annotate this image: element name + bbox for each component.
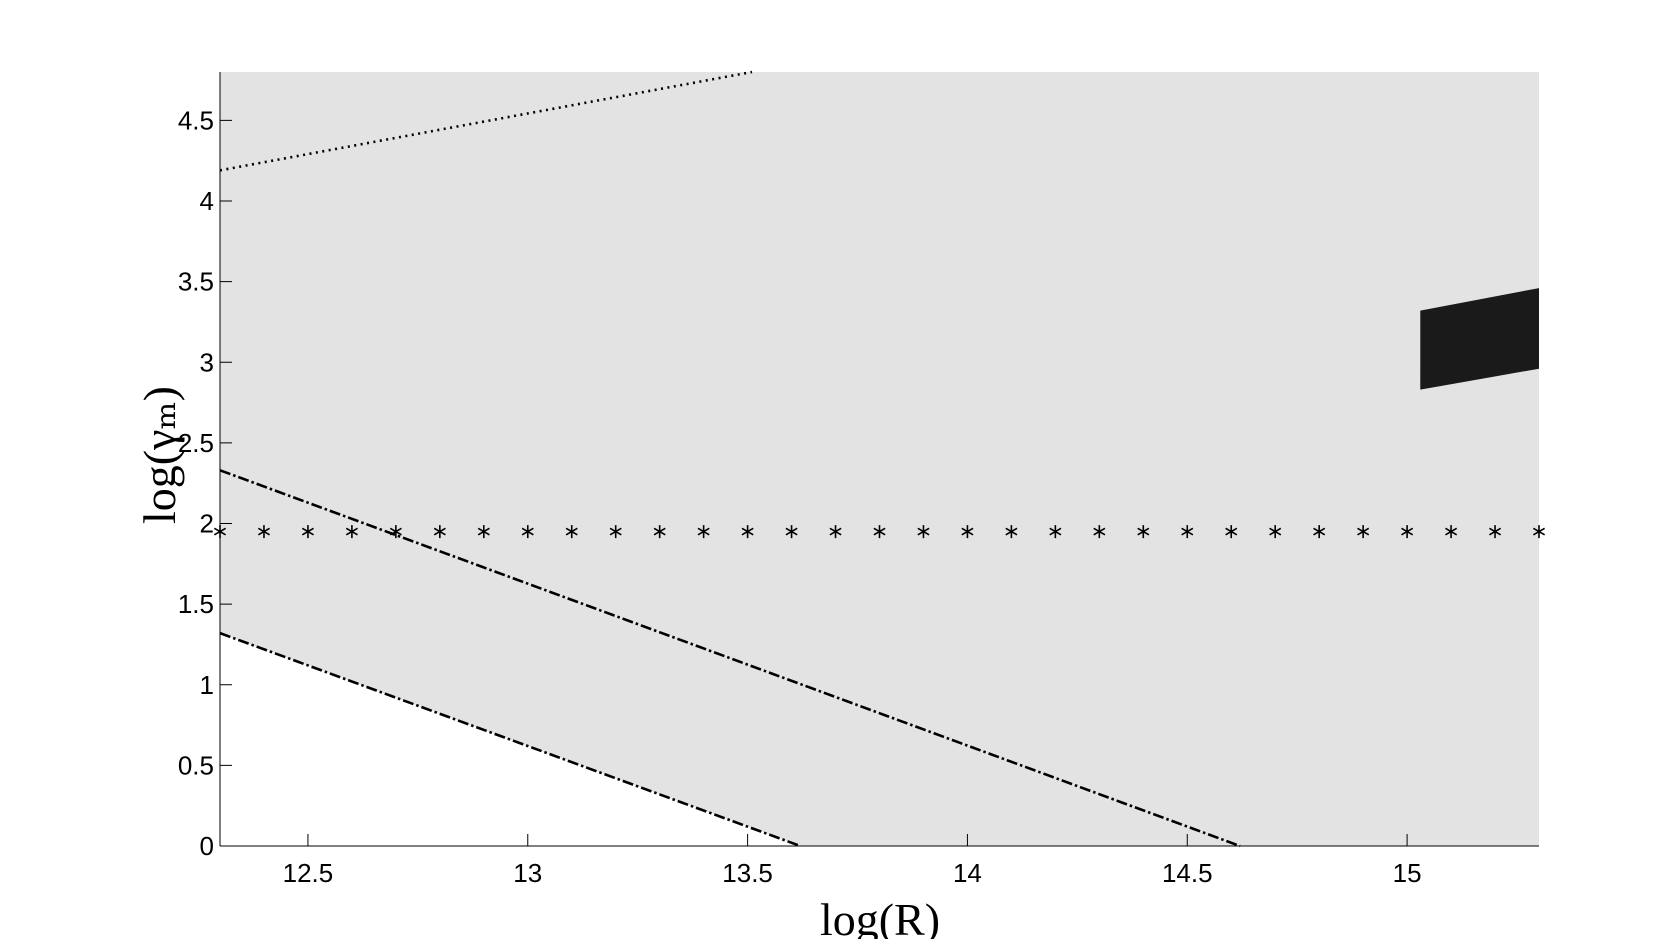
y-tick-label: 0.5: [178, 750, 214, 780]
star-marker: [389, 525, 402, 539]
region: [220, 72, 1539, 846]
x-axis-label: log(R): [820, 894, 940, 939]
star-marker: [477, 525, 490, 539]
star-marker: [697, 525, 710, 539]
y-axis-label: log(γₘ): [134, 386, 185, 524]
star-marker: [653, 525, 666, 539]
star-marker: [1225, 525, 1238, 539]
star-marker: [917, 525, 930, 539]
star-marker: [1269, 525, 1282, 539]
star-marker: [345, 525, 358, 539]
y-tick-label: 3.5: [178, 267, 214, 297]
star-marker: [301, 525, 314, 539]
star-marker: [1181, 525, 1194, 539]
star-marker: [1005, 525, 1018, 539]
star-marker: [1357, 525, 1370, 539]
star-marker: [565, 525, 578, 539]
star-marker: [1532, 525, 1546, 539]
star-marker: [1093, 525, 1106, 539]
star-marker: [1401, 525, 1414, 539]
y-tick-label: 4.5: [178, 105, 214, 135]
x-tick-label: 14: [953, 858, 982, 888]
line: [219, 631, 801, 848]
star-marker: [433, 525, 446, 539]
line: [219, 469, 1241, 848]
x-tick-label: 14.5: [1162, 858, 1213, 888]
star-marker: [741, 525, 754, 539]
star-marker: [609, 525, 622, 539]
y-tick-label: 3: [200, 347, 214, 377]
star-marker: [1313, 525, 1326, 539]
y-tick-label: 1: [200, 670, 214, 700]
star-marker: [1445, 525, 1458, 539]
y-tick-label: 2.5: [178, 428, 214, 458]
star-marker: [1489, 525, 1502, 539]
star-marker: [1137, 525, 1150, 539]
star-marker: [1049, 525, 1062, 539]
star-marker: [785, 525, 798, 539]
star-marker: [961, 525, 974, 539]
y-tick-label: 0: [200, 831, 214, 861]
x-tick-label: 13.5: [722, 858, 773, 888]
y-tick-label: 2: [200, 509, 214, 539]
x-tick-label: 15: [1393, 858, 1422, 888]
star-marker: [873, 525, 886, 539]
y-tick-label: 1.5: [178, 589, 214, 619]
star-marker: [829, 525, 842, 539]
y-tick-label: 4: [200, 186, 214, 216]
star-marker: [521, 525, 534, 539]
x-tick-label: 13: [513, 858, 542, 888]
star-marker: [257, 525, 270, 539]
region: [1420, 288, 1539, 390]
x-tick-label: 12.5: [283, 858, 334, 888]
